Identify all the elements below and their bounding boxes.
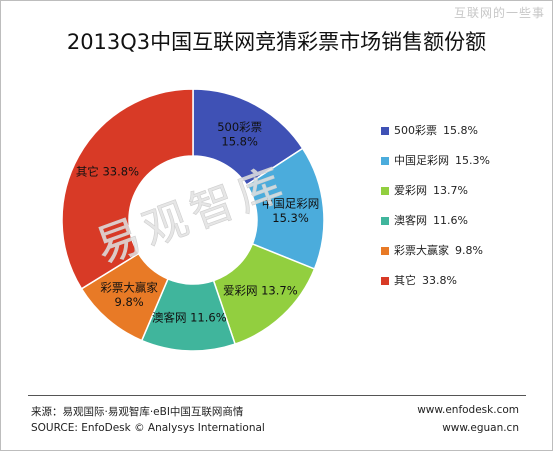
slice-label-3: 爱彩网 13.7% [223,284,298,298]
legend-value: 11.6% [433,214,468,227]
legend-label: 其它 [394,274,416,287]
slice-label-1: 500彩票 15.8% [217,119,262,147]
legend-value: 13.7% [433,184,468,197]
footer-divider [28,395,526,396]
legend-swatch [381,157,389,165]
legend-swatch [381,217,389,225]
legend-value: 9.8% [455,244,483,257]
legend-value: 33.8% [422,274,457,287]
legend-label: 澳客网 [394,214,427,227]
legend-label: 爱彩网 [394,184,427,197]
legend-label: 彩票大赢家 [394,244,449,257]
watermark-blog-name: 互联网的一些事 [453,6,545,20]
legend-label: 中国足彩网 [394,154,449,167]
source-chinese: 来源：易观国际·易观智库·eBI中国互联网商情 [31,406,244,418]
enfodesk-url: www.enfodesk.com [417,404,519,416]
legend-swatch [381,127,389,135]
slice-label-5: 彩票大赢家 9.8% [100,280,158,308]
slices-layer [61,88,325,352]
legend-swatch [381,277,389,285]
legend-swatch [381,247,389,255]
legend-value: 15.8% [443,124,478,137]
slice-label-4: 澳客网 11.6% [152,310,227,324]
eguan-url: www.eguan.cn [442,422,519,434]
source-english: SOURCE: EnfoDesk © Analysys Internationa… [31,422,265,434]
legend-swatch [381,187,389,195]
slice-label-6: 其它 33.8% [76,165,139,179]
donut-slice-6 [61,88,194,290]
slice-label-2: 中国足彩网 15.3% [262,196,320,224]
chart-title: 2013Q3中国互联网竞猜彩票市场销售额份额 [66,30,487,54]
legend-value: 15.3% [455,154,490,167]
slice-labels-layer: 500彩票 15.8% 中国足彩网 15.3% 爱彩网 13.7% 澳客网 11.6% 彩票… [76,119,319,324]
legend-label: 500彩票 [394,124,437,137]
